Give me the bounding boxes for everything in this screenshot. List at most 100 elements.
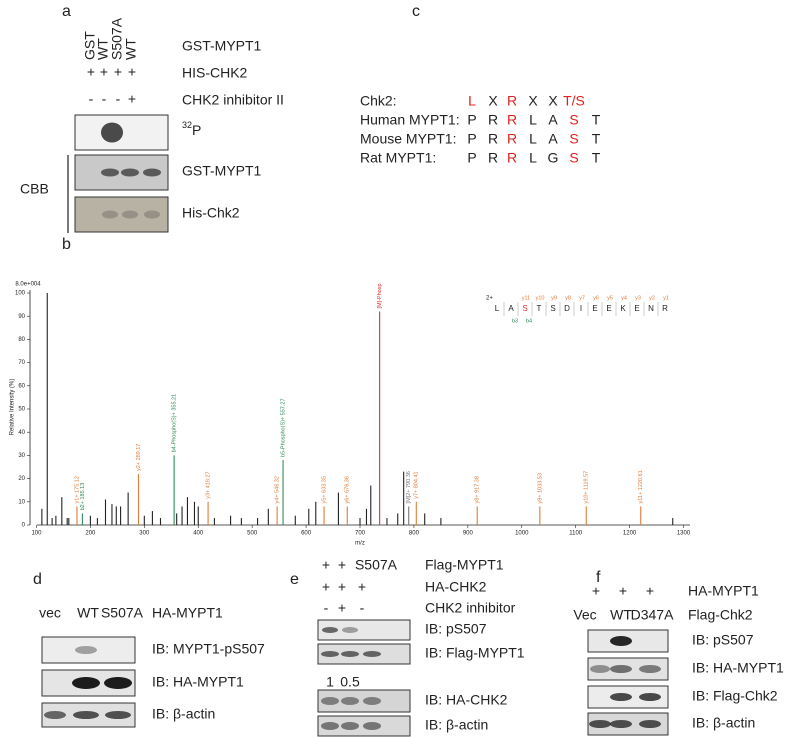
condition-mark: + [338, 557, 346, 573]
condition-mark: + [338, 600, 346, 616]
panel-label: e [290, 571, 299, 588]
y-tick-label: 70 [18, 360, 25, 366]
panel-label: b [62, 236, 71, 253]
x-tick-label: 1300 [677, 531, 691, 537]
condition-mark: + [87, 64, 95, 80]
band [610, 636, 632, 646]
y-tick-label: 60 [18, 383, 25, 389]
y-ion: y4 [621, 295, 627, 301]
condition-mark: Vec [573, 607, 596, 623]
peak-label: y3+ 418.27 [206, 471, 212, 498]
row-name: Human MYPT1: [360, 112, 460, 128]
x-axis-title: m/z [355, 541, 365, 547]
x-tick-label: 700 [355, 531, 366, 537]
condition-mark: - [324, 600, 329, 616]
residue: R [662, 304, 668, 313]
band [590, 665, 610, 673]
band [363, 697, 381, 705]
residue: S [569, 150, 578, 166]
condition-mark: + [338, 579, 346, 595]
lane-label: S507A [101, 605, 144, 621]
condition-mark: + [646, 583, 654, 599]
peak-label: [M]-Phosp [377, 283, 383, 308]
peak-label: y9+ 1033.53 [537, 473, 543, 503]
condition-mark: + [100, 64, 108, 80]
x-tick-label: 900 [463, 531, 474, 537]
residue: L [529, 150, 537, 166]
condition-mark: + [358, 579, 366, 595]
blot-label: GST-MYPT1 [182, 163, 262, 179]
band [341, 697, 359, 705]
panel-label: a [62, 3, 71, 20]
blot-label: IB: HA-CHK2 [425, 692, 508, 708]
band [639, 665, 661, 673]
y-tick-label: 0 [22, 523, 26, 529]
x-tick-label: 300 [139, 531, 150, 537]
blot [317, 689, 411, 713]
y-ion: y6 [593, 295, 599, 301]
residue: X [528, 93, 538, 109]
peak-label: y7+ 804.41 [414, 471, 420, 498]
band [104, 677, 132, 689]
x-tick-label: 1100 [569, 531, 583, 537]
quantification: 1 [326, 674, 334, 690]
peak-label: b4-Phospho(S)+ 355.21 [172, 394, 178, 453]
band [321, 651, 339, 657]
stain-label: CBB [20, 181, 49, 197]
residue: P [467, 150, 476, 166]
condition-mark: S507A [355, 557, 398, 573]
condition-mark: WT [610, 607, 632, 623]
residue: T [592, 112, 601, 128]
residue: X [548, 93, 558, 109]
condition-label: Flag-Chk2 [688, 607, 753, 623]
x-tick-label: 600 [301, 531, 312, 537]
blot [317, 619, 411, 641]
scale-note: 8.0e+004 [15, 282, 41, 288]
lane-label: GST [82, 31, 98, 60]
y-axis-title: Relative Intensity (%) [10, 379, 16, 436]
residue: A [548, 112, 558, 128]
band [105, 711, 131, 719]
condition-mark: D347A [631, 607, 674, 623]
condition-mark: + [592, 583, 600, 599]
peak-label: y4+ 546.32 [275, 476, 281, 503]
blot [74, 196, 169, 233]
row-name: Chk2: [360, 93, 397, 109]
peak-label: y11+ 1220.61 [638, 470, 644, 503]
y-ion: y5 [607, 295, 613, 301]
band [101, 168, 119, 177]
blot-label: IB: MYPT1-pS507 [152, 641, 265, 657]
panel-label: c [412, 3, 420, 20]
band [639, 720, 661, 728]
y-tick-label: 20 [18, 476, 25, 482]
lane-label: WT [77, 605, 99, 621]
y-ion: y8 [565, 295, 571, 301]
condition-mark: + [619, 583, 627, 599]
band [144, 210, 160, 219]
panel-label: f [596, 569, 601, 586]
lane-label: WT [123, 38, 139, 60]
b-ion: b4 [526, 318, 532, 324]
y-ion: y7 [579, 295, 585, 301]
condition-mark: + [322, 579, 330, 595]
y-ion: y1 [663, 295, 669, 301]
residue: S [569, 112, 578, 128]
x-tick-label: 500 [247, 531, 258, 537]
residue: L [529, 112, 537, 128]
b-ion: b3 [512, 318, 518, 324]
residue: R [488, 131, 498, 147]
residue: R [507, 112, 517, 128]
peak-label: y8+ 917.38 [475, 476, 481, 503]
band [102, 210, 118, 219]
y-tick-label: 40 [18, 430, 25, 436]
lane-label: WT [95, 38, 111, 60]
x-tick-label: 1200 [623, 531, 637, 537]
condition-label: CHK2 inhibitor II [182, 92, 284, 108]
peak-label: y1+ 175.12 [74, 476, 80, 503]
blot-label: IB: β-actin [152, 706, 215, 722]
peak-label: b2+ 185.13 [80, 483, 86, 511]
band [639, 693, 661, 701]
band [363, 722, 381, 730]
condition-label: HIS-CHK2 [182, 65, 248, 81]
blot-label: IB: HA-MYPT1 [692, 660, 784, 676]
